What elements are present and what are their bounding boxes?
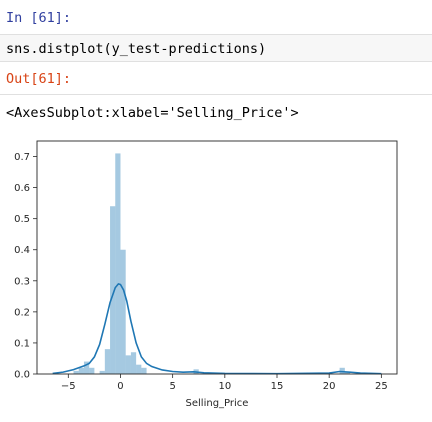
histogram-bar [110,206,116,374]
x-axis-ticks: −5 0 5 10 15 20 25 [61,374,388,392]
histogram-bar [104,349,111,374]
histogram-bar [120,249,126,374]
x-axis-label: Selling_Price [186,398,249,409]
y-tick-label: 0.4 [14,245,30,256]
y-tick-label: 0.6 [14,183,30,194]
output-prompt: Out[61]: [6,71,72,87]
y-tick-label: 0.3 [14,276,30,287]
kde-line [52,282,382,375]
y-tick-label: 0.0 [14,370,30,381]
distplot-chart: 0.0 0.1 0.2 0.3 0.4 0.5 0.6 0.7 −5 0 5 10 15 20 25 Se… [14,140,398,409]
y-tick-label: 0.1 [14,338,30,349]
x-tick-label: 0 [117,381,123,392]
x-tick-label: 10 [218,381,231,392]
x-tick-label: 15 [271,381,284,392]
histogram-bar [115,153,121,374]
input-prompt: In [61]: [6,10,72,26]
histogram-bar [89,367,95,374]
distplot-figure: 0.0 0.1 0.2 0.3 0.4 0.5 0.6 0.7 −5 0 5 10 15 20 25 Se… [0,130,432,422]
code-cell[interactable]: sns.distplot(y_test-predictions) [0,34,432,62]
histogram-bars [73,153,351,374]
x-tick-label: 25 [375,381,388,392]
histogram-bar [99,370,105,374]
histogram-bar [73,370,79,374]
output-separator [0,94,432,95]
histogram-bar [344,372,351,374]
x-tick-label: 20 [323,381,336,392]
histogram-bar [136,364,142,374]
output-text: <AxesSubplot:xlabel='Selling_Price'> [6,105,299,121]
y-tick-label: 0.5 [14,214,30,225]
axes-frame [36,140,398,375]
y-tick-label: 0.7 [14,152,30,163]
y-axis-ticks: 0.0 0.1 0.2 0.3 0.4 0.5 0.6 0.7 [14,152,37,381]
code-text[interactable]: sns.distplot(y_test-predictions) [6,41,267,57]
histogram-bar [141,367,147,374]
histogram-bar [125,355,131,374]
y-tick-label: 0.2 [14,307,30,318]
histogram-bar [130,352,137,374]
x-tick-label: 5 [169,381,175,392]
histogram-bar [78,367,84,374]
x-tick-label: −5 [61,381,76,392]
histogram-bar [83,361,90,374]
